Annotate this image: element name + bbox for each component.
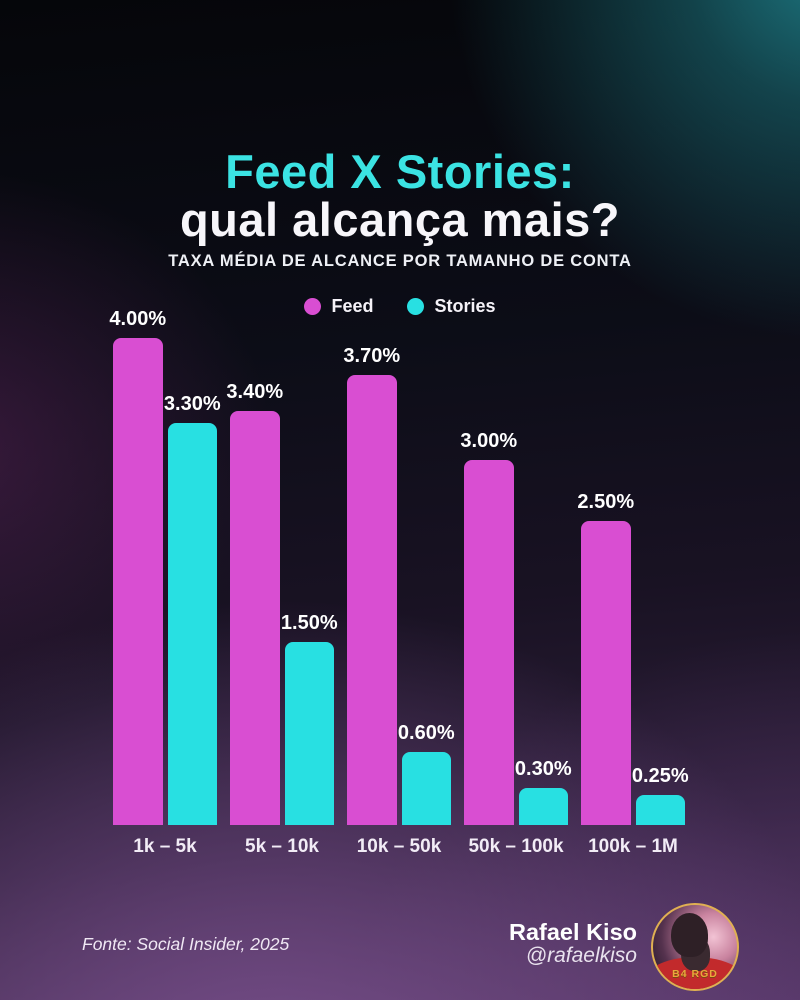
bar-group: 3.00% 0.30% 50k – 100k xyxy=(460,300,572,857)
author-handle: @rafaelkiso xyxy=(525,943,637,967)
bar-value-label: 0.60% xyxy=(397,722,455,744)
feed-bar xyxy=(230,411,280,825)
feed-bar-wrap: 3.00% xyxy=(460,300,517,825)
bar-value-label: 3.70% xyxy=(343,345,401,367)
chart-subtitle: TAXA MÉDIA DE ALCANCE POR TAMANHO DE CON… xyxy=(168,252,632,270)
bar-value-label: 3.30% xyxy=(163,393,221,415)
stories-bar xyxy=(518,788,568,825)
feed-bar xyxy=(464,460,514,825)
bar-chart: 4.00% 3.30% 1k – 5k 3.40% 1.50% 5k – 10k 3.70%… xyxy=(109,300,689,857)
category-label: 5k – 10k xyxy=(245,836,319,857)
author-avatar: B4 RGD xyxy=(651,903,739,991)
bar-value-label: 2.50% xyxy=(577,491,635,513)
stories-bar-wrap: 3.30% xyxy=(164,300,221,825)
bar-group: 2.50% 0.25% 100k – 1M xyxy=(577,300,689,857)
stories-bar xyxy=(401,752,451,825)
stories-bar xyxy=(284,642,334,825)
source-credit: Fonte: Social Insider, 2025 xyxy=(82,934,290,954)
bar-value-label: 0.25% xyxy=(631,765,689,787)
legend-dot-icon xyxy=(304,298,322,315)
stories-bar xyxy=(635,795,685,825)
feed-bar-wrap: 4.00% xyxy=(109,300,166,825)
title-main-line: qual alcança mais? xyxy=(179,193,621,246)
category-label: 10k – 50k xyxy=(356,836,442,857)
chart-legend: Feed Stories xyxy=(0,296,800,317)
bar-group: 3.70% 0.60% 10k – 50k xyxy=(343,300,455,857)
bar-value-label: 0.30% xyxy=(514,758,572,780)
legend-item-feed: Feed xyxy=(304,296,373,317)
avatar-badge-text: B4 RGD xyxy=(672,968,718,980)
bar-group: 4.00% 3.30% 1k – 5k xyxy=(109,300,221,857)
legend-label: Feed xyxy=(331,296,374,316)
title-accent-line: Feed X Stories: xyxy=(225,145,575,198)
feed-bar xyxy=(581,521,631,825)
stories-bar xyxy=(167,423,217,825)
stories-bar-wrap: 0.25% xyxy=(632,300,689,825)
legend-item-stories: Stories xyxy=(407,296,496,317)
legend-label: Stories xyxy=(434,296,496,316)
bar-value-label: 3.40% xyxy=(226,381,284,403)
bar-group: 3.40% 1.50% 5k – 10k xyxy=(226,300,338,857)
category-label: 100k – 1M xyxy=(588,836,678,857)
feed-bar-wrap: 3.40% xyxy=(226,300,283,825)
stories-bar-wrap: 0.30% xyxy=(515,300,572,825)
bar-value-label: 3.00% xyxy=(460,430,518,452)
category-label: 50k – 100k xyxy=(468,836,564,857)
author-name: Rafael Kiso xyxy=(509,919,637,945)
stories-bar-wrap: 0.60% xyxy=(398,300,455,825)
legend-dot-icon xyxy=(407,298,425,315)
bar-value-label: 1.50% xyxy=(280,612,338,634)
feed-bar xyxy=(347,375,397,825)
feed-bar-wrap: 3.70% xyxy=(343,300,400,825)
stories-bar-wrap: 1.50% xyxy=(281,300,338,825)
author-block: Rafael Kiso @rafaelkiso xyxy=(509,920,637,967)
feed-bar xyxy=(113,338,163,825)
feed-bar-wrap: 2.50% xyxy=(577,300,634,825)
category-label: 1k – 5k xyxy=(133,836,197,857)
bar-value-label: 4.00% xyxy=(109,308,167,330)
